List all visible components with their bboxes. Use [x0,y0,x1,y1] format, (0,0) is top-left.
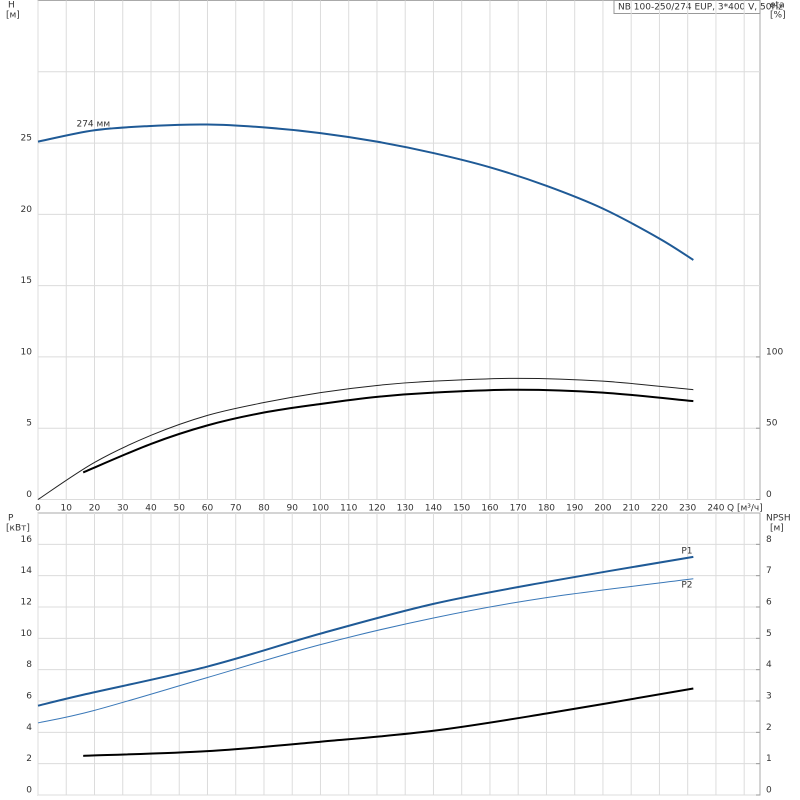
y-tick-label: 20 [21,205,33,215]
y2-label: NPSH [766,514,791,524]
y-label: P [8,514,14,524]
y2-tick-label: 1 [766,754,772,764]
y-tick-label: 6 [26,692,32,702]
y2-tick-label: 0 [766,490,772,500]
y-tick-label: 10 [21,629,33,639]
y-label: H [8,1,15,11]
x-tick-label: 190 [566,504,583,514]
y-tick-label: 10 [21,347,33,357]
y-tick-label: 5 [26,419,32,429]
x-tick-label: 120 [368,504,385,514]
x-tick-label: 90 [286,504,298,514]
series-line [37,377,694,500]
y2-tick-label: 100 [766,347,783,357]
y-tick-label: 4 [26,723,32,733]
y-tick-label: 2 [26,754,32,764]
y2-tick-label: 3 [766,692,772,702]
x-tick-label: 130 [397,504,414,514]
x-tick-label: 0 [35,504,41,514]
y2-tick-label: 5 [766,629,772,639]
y2-tick-label: 2 [766,723,772,733]
x-tick-label: 150 [453,504,470,514]
x-tick-label: 100 [312,504,329,514]
y-tick-label: 0 [26,786,32,796]
x-tick-label: 40 [145,504,157,514]
series-label: 274 мм [76,120,110,130]
y2-label: eta [770,1,785,11]
x-tick-label: 20 [89,504,101,514]
series-line [37,555,694,707]
x-tick-label: 140 [425,504,442,514]
y2-unit: [%] [770,11,786,21]
series-label: P1 [681,546,692,556]
series-label: P2 [681,580,692,590]
x-tick-label: 240 [707,504,724,514]
x-label: Q [м³/ч] [727,504,763,514]
x-tick-label: 180 [538,504,555,514]
y2-tick-label: 50 [766,419,778,429]
y-tick-label: 0 [26,490,32,500]
x-tick-label: 220 [651,504,668,514]
x-tick-label: 110 [340,504,357,514]
chart-title: NB 100-250/274 EUP, 3*400 V, 50Hz [618,3,783,13]
y-unit: [кВт] [6,524,30,534]
x-tick-label: 50 [174,504,186,514]
bottom-frame [37,512,761,796]
series-line [82,388,694,474]
x-tick-label: 80 [258,504,270,514]
y2-tick-label: 6 [766,598,772,608]
y2-unit: [м] [770,524,784,534]
y2-tick-label: 7 [766,566,772,576]
top-frame [37,0,761,500]
y-tick-label: 16 [21,535,33,545]
x-tick-label: 10 [61,504,73,514]
y-tick-label: 14 [21,566,33,576]
x-tick-label: 70 [230,504,242,514]
y-tick-label: 12 [21,598,32,608]
series-line [83,687,694,757]
y-tick-label: 8 [26,660,32,670]
x-tick-label: 30 [117,504,129,514]
x-tick-label: 210 [623,504,640,514]
x-tick-label: 60 [202,504,214,514]
y2-tick-label: 0 [766,786,772,796]
x-tick-label: 170 [510,504,527,514]
y-tick-label: 25 [21,134,32,144]
y-tick-label: 15 [21,276,32,286]
series-line [37,578,694,724]
y-unit: [м] [6,11,20,21]
x-tick-label: 160 [481,504,498,514]
y2-tick-label: 4 [766,660,772,670]
x-tick-label: 200 [594,504,611,514]
x-tick-label: 230 [679,504,696,514]
title-box [613,0,761,14]
y2-tick-label: 8 [766,535,772,545]
series-line [37,123,694,261]
